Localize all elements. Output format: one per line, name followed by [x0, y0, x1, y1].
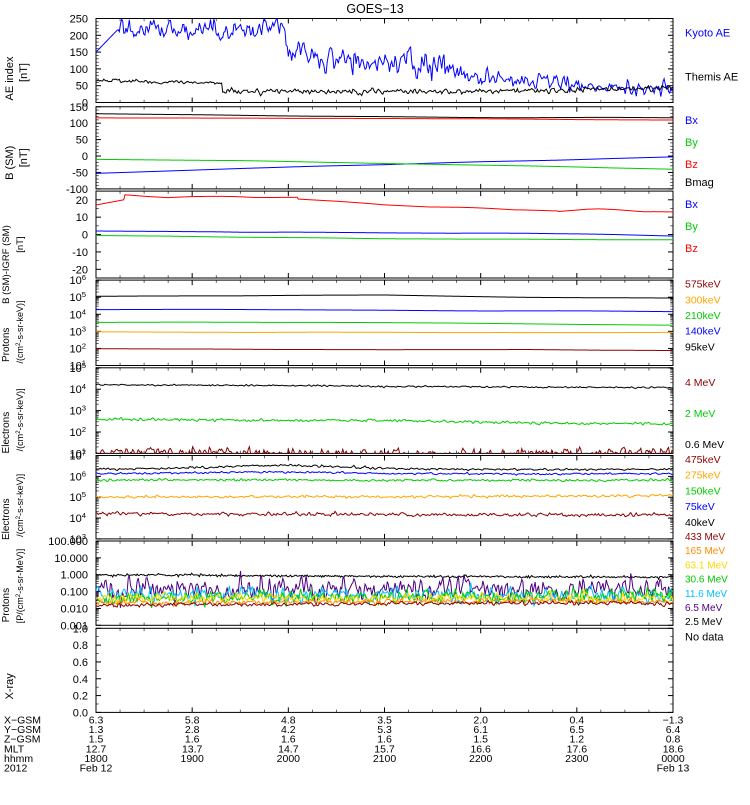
svg-text:/(cm2-s-sr-keV)]: /(cm2-s-sr-keV)] — [15, 300, 26, 363]
svg-text:-10: -10 — [72, 247, 88, 259]
svg-text:Themis AE: Themis AE — [685, 72, 738, 84]
svg-text:[nT]: [nT] — [15, 236, 26, 252]
svg-text:0.6 MeV: 0.6 MeV — [685, 439, 724, 451]
svg-text:106: 106 — [69, 469, 86, 484]
svg-text:-50: -50 — [72, 167, 88, 179]
svg-text:/(cm2-s-sr-keV)]: /(cm2-s-sr-keV)] — [15, 474, 26, 537]
svg-text:Kyoto AE: Kyoto AE — [685, 28, 730, 40]
svg-text:0.2: 0.2 — [73, 691, 88, 703]
svg-text:40keV: 40keV — [685, 517, 715, 529]
svg-text:Protons: Protons — [1, 328, 12, 362]
svg-text:75keV: 75keV — [685, 501, 715, 513]
svg-text:2100: 2100 — [373, 753, 397, 765]
svg-text:0.6: 0.6 — [73, 657, 88, 669]
svg-text:575keV: 575keV — [685, 279, 721, 291]
svg-text:103: 103 — [69, 324, 86, 339]
svg-text:Bx: Bx — [685, 199, 698, 211]
svg-text:Electrons: Electrons — [1, 498, 12, 540]
svg-text:0.100: 0.100 — [60, 587, 88, 599]
svg-text:[P/(cm2-s-sr-MeV)]: [P/(cm2-s-sr-MeV)] — [15, 549, 26, 624]
svg-text:0.010: 0.010 — [60, 603, 88, 615]
svg-text:100: 100 — [70, 64, 88, 76]
svg-text:103: 103 — [69, 403, 86, 418]
svg-text:300keV: 300keV — [685, 294, 721, 306]
svg-text:X-ray: X-ray — [4, 673, 16, 700]
svg-text:433 MeV: 433 MeV — [685, 532, 725, 543]
svg-text:475keV: 475keV — [685, 454, 721, 466]
svg-text:0: 0 — [82, 151, 88, 163]
svg-text:GOES−13: GOES−13 — [346, 2, 403, 16]
svg-text:6.5 MeV: 6.5 MeV — [685, 603, 723, 614]
svg-text:Bz: Bz — [685, 243, 698, 255]
svg-text:95keV: 95keV — [685, 341, 715, 353]
svg-text:2 MeV: 2 MeV — [685, 408, 715, 420]
svg-text:165 MeV: 165 MeV — [685, 546, 725, 557]
svg-text:2.5 MeV: 2.5 MeV — [685, 617, 723, 628]
svg-text:63.1 MeV: 63.1 MeV — [685, 560, 728, 571]
svg-text:100.000: 100.000 — [48, 536, 88, 548]
svg-text:2000: 2000 — [277, 753, 301, 765]
svg-text:0.8: 0.8 — [73, 640, 88, 652]
svg-text:106: 106 — [69, 273, 86, 288]
svg-text:50: 50 — [76, 81, 88, 93]
svg-text:B (SM)-IGRF (SM): B (SM)-IGRF (SM) — [1, 225, 12, 304]
svg-text:2300: 2300 — [565, 753, 589, 765]
svg-text:200: 200 — [70, 30, 88, 42]
svg-text:Electrons: Electrons — [1, 412, 12, 454]
svg-text:104: 104 — [69, 307, 86, 322]
svg-text:1.0: 1.0 — [73, 623, 88, 635]
svg-text:104: 104 — [69, 511, 86, 526]
svg-text:B (SM): B (SM) — [4, 146, 16, 180]
svg-text:By: By — [685, 137, 698, 149]
svg-text:105: 105 — [69, 490, 86, 505]
svg-text:2012: 2012 — [4, 763, 28, 775]
svg-text:4 MeV: 4 MeV — [685, 377, 715, 389]
svg-text:[nT]: [nT] — [18, 63, 30, 82]
svg-text:Bmag: Bmag — [685, 177, 714, 189]
svg-text:105: 105 — [69, 290, 86, 305]
svg-text:0.0: 0.0 — [73, 707, 88, 719]
svg-text:150keV: 150keV — [685, 485, 721, 497]
svg-text:1900: 1900 — [180, 753, 204, 765]
svg-text:50: 50 — [76, 135, 88, 147]
svg-text:Feb 13: Feb 13 — [657, 763, 690, 775]
svg-text:102: 102 — [69, 341, 86, 356]
svg-text:/(cm2-s-sr-keV)]: /(cm2-s-sr-keV)] — [15, 388, 26, 451]
svg-text:[nT]: [nT] — [18, 148, 30, 167]
svg-text:11.6 MeV: 11.6 MeV — [685, 589, 727, 600]
svg-text:Feb 12: Feb 12 — [80, 763, 113, 775]
svg-text:210keV: 210keV — [685, 310, 721, 322]
svg-text:Bz: Bz — [685, 159, 698, 171]
svg-text:104: 104 — [69, 382, 86, 397]
svg-text:0: 0 — [82, 230, 88, 242]
svg-text:10: 10 — [76, 212, 88, 224]
svg-text:150: 150 — [70, 47, 88, 59]
svg-text:No data: No data — [685, 631, 724, 643]
svg-text:250: 250 — [70, 14, 88, 26]
svg-text:2200: 2200 — [469, 753, 493, 765]
svg-text:107: 107 — [69, 448, 86, 463]
svg-text:102: 102 — [69, 425, 86, 440]
svg-text:20: 20 — [76, 195, 88, 207]
svg-text:100: 100 — [70, 118, 88, 130]
svg-text:Bx: Bx — [685, 115, 698, 127]
svg-text:105: 105 — [69, 360, 86, 375]
svg-text:Protons: Protons — [1, 588, 12, 622]
svg-text:By: By — [685, 221, 698, 233]
svg-text:1.000: 1.000 — [60, 570, 88, 582]
svg-text:150: 150 — [70, 102, 88, 114]
svg-text:275keV: 275keV — [685, 470, 721, 482]
svg-text:140keV: 140keV — [685, 326, 721, 338]
svg-text:AE index: AE index — [4, 56, 16, 101]
svg-text:0.4: 0.4 — [73, 674, 88, 686]
svg-text:30.6 MeV: 30.6 MeV — [685, 575, 728, 586]
svg-text:10.000: 10.000 — [54, 553, 88, 565]
